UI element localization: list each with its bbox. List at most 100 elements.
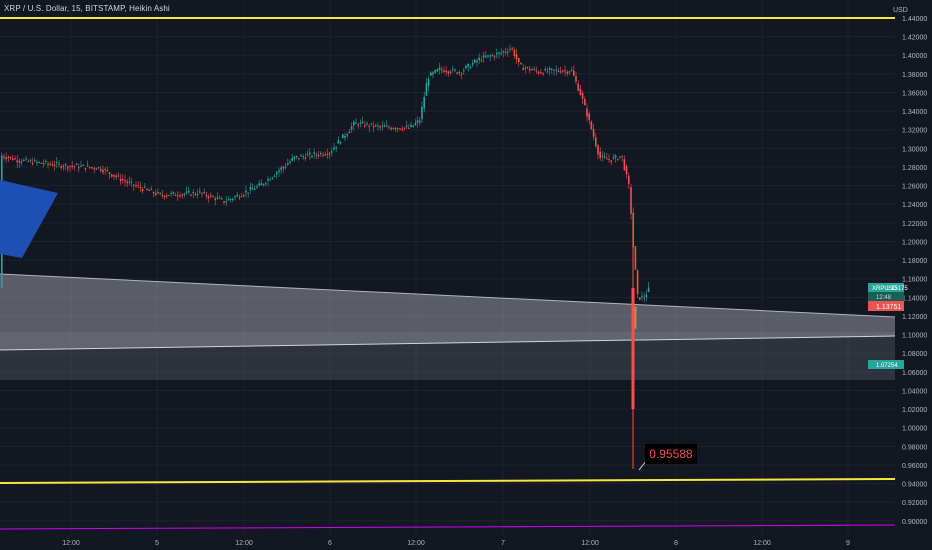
- candle-body: [419, 120, 421, 123]
- candle-body: [625, 166, 628, 175]
- currency-label: USD: [893, 7, 908, 14]
- candle-body: [201, 192, 203, 194]
- candle-body: [214, 198, 216, 201]
- candle-body: [617, 159, 619, 161]
- time-tick-label: 7: [501, 540, 505, 547]
- candle-body: [621, 155, 623, 157]
- candle-body: [630, 187, 632, 214]
- candle-body: [238, 197, 241, 199]
- candle-body: [284, 166, 287, 168]
- candle-body: [434, 70, 436, 73]
- candle-body: [636, 270, 639, 294]
- candle-body: [641, 295, 643, 297]
- candle-body: [269, 179, 271, 181]
- price-tick-label: 1.28000: [902, 165, 927, 172]
- support-line[interactable]: [0, 478, 896, 484]
- price-tick-label: 1.32000: [902, 128, 927, 135]
- candle-body: [291, 158, 293, 161]
- candle-body: [467, 63, 469, 67]
- candle-body: [232, 198, 234, 200]
- candle-body: [304, 157, 307, 159]
- candle-body: [260, 183, 263, 186]
- candle-body: [7, 156, 10, 158]
- candle-body: [397, 127, 399, 129]
- candle-body: [339, 142, 342, 144]
- candle-body: [31, 162, 34, 165]
- candle-body: [207, 196, 210, 199]
- candle-body: [306, 154, 309, 156]
- candle-body: [478, 57, 480, 60]
- time-tick-label: 5: [155, 540, 159, 547]
- price-tick-label: 0.96000: [902, 463, 927, 470]
- candle-body: [64, 164, 67, 166]
- candle-body: [610, 160, 612, 162]
- low-callout[interactable]: 0.95588: [638, 444, 697, 471]
- candle-body: [95, 168, 98, 170]
- candle-body: [379, 126, 381, 128]
- candle-body: [553, 69, 555, 71]
- candle-body: [56, 162, 58, 164]
- candle-body: [414, 122, 417, 125]
- price-tick-label: 1.42000: [902, 35, 927, 42]
- candle-body: [430, 72, 432, 76]
- candle-body: [144, 186, 146, 188]
- candle-body: [249, 187, 252, 190]
- candle-body: [524, 67, 527, 69]
- candle-body: [205, 195, 208, 197]
- candle-body: [20, 161, 23, 163]
- candle-body: [568, 71, 571, 73]
- candle-body: [476, 60, 478, 63]
- candle-body: [9, 156, 12, 158]
- candle-body: [216, 197, 219, 199]
- price-tick-label: 0.94000: [902, 482, 927, 489]
- candle-body: [58, 163, 60, 165]
- candle-body: [139, 187, 142, 189]
- candle-body: [599, 151, 601, 158]
- time-tick-label: 12:00: [581, 540, 599, 547]
- candle-body: [588, 113, 590, 120]
- candle-body: [445, 70, 447, 73]
- candle-body: [412, 125, 414, 127]
- candle-body: [236, 194, 238, 197]
- candle-body: [623, 159, 626, 170]
- candle-body: [559, 71, 562, 73]
- candle-body: [614, 155, 617, 158]
- candle-body: [102, 169, 104, 173]
- candle-body: [251, 188, 254, 190]
- time-tick-label: 12:00: [235, 540, 253, 547]
- candle-body: [104, 168, 106, 170]
- price-axis[interactable]: 1.44000 1.42000 1.40000 1.38000 1.36000 1.340…: [902, 16, 927, 526]
- candle-body: [82, 164, 84, 166]
- candle-body: [502, 51, 505, 53]
- candle-body: [282, 166, 285, 169]
- time-tick-label: 8: [674, 540, 678, 547]
- purple-trendline[interactable]: [0, 524, 896, 530]
- candle-body: [23, 159, 25, 161]
- price-tags: XRPUSD 1.15175 12:48 1.13751 1.07254: [868, 283, 908, 369]
- candle-body: [5, 157, 7, 160]
- candle-body: [348, 131, 351, 134]
- candle-body: [177, 195, 179, 197]
- candle-body: [287, 163, 289, 166]
- candle-body: [194, 193, 197, 195]
- candle-body: [537, 71, 540, 74]
- time-tick-label: 12:00: [407, 540, 425, 547]
- blue-arrow-shape[interactable]: [0, 180, 58, 258]
- candle-body: [196, 194, 199, 196]
- candle-body: [27, 161, 29, 163]
- candle-body: [91, 167, 93, 169]
- candle-body: [337, 139, 340, 144]
- candle-body: [423, 96, 425, 109]
- price-tick-label: 1.10000: [902, 333, 927, 340]
- candle-body: [555, 69, 557, 71]
- price-tick-label: 1.08000: [902, 351, 927, 358]
- candle-body: [117, 175, 120, 177]
- candle-body: [645, 294, 648, 298]
- candle-body: [71, 165, 73, 167]
- candle-body: [335, 146, 337, 149]
- time-axis[interactable]: 12:00 5 12:00 6 12:00 7 12:00 8 12:00 9: [62, 540, 850, 547]
- price-tick-label: 1.04000: [902, 388, 927, 395]
- candle-body: [185, 191, 188, 193]
- price-tick-label: 1.30000: [902, 146, 927, 153]
